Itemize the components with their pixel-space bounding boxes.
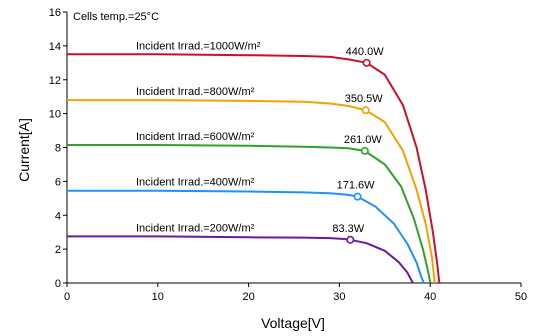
y-tick-label: 14 [49, 41, 61, 53]
y-tick-label: 0 [55, 278, 61, 290]
series-label-0: Incident Irrad.=1000W/m² [136, 40, 261, 52]
y-tick-label: 8 [55, 143, 61, 155]
y-tick-label: 2 [55, 244, 61, 256]
series-line-2 [67, 144, 432, 284]
series-label-2: Incident Irrad.=600W/m² [136, 131, 255, 143]
mpp-marker-0 [362, 58, 371, 67]
power-label-3: 171.6W [337, 180, 376, 192]
x-tick-label: 40 [424, 291, 436, 303]
mpp-marker-1 [361, 106, 370, 115]
axes: 0 10 20 30 40 50 0 2 4 6 8 10 12 14 16 [49, 7, 527, 303]
series-line-0 [67, 53, 441, 284]
y-tick-label: 4 [55, 210, 61, 222]
x-tick-label: 50 [515, 291, 527, 303]
mpp-marker-4 [346, 235, 355, 244]
power-label-0: 440.0W [346, 46, 385, 58]
cell-temperature-annotation: Cells temp.=25°C [73, 11, 159, 23]
power-label-2: 261.0W [344, 134, 383, 146]
y-axis-title: Current[A] [16, 118, 32, 182]
x-tick-label: 0 [64, 291, 70, 303]
x-axis-title: Voltage[V] [261, 315, 325, 331]
series-label-4: Incident Irrad.=200W/m² [136, 222, 255, 234]
power-label-4: 83.3W [332, 223, 364, 235]
x-tick-label: 30 [333, 291, 345, 303]
mpp-marker-3 [353, 192, 362, 201]
series-layer: 440.0W Incident Irrad.=1000W/m² 350.5W Inci… [67, 40, 441, 284]
y-tick-label: 12 [49, 75, 61, 87]
power-label-1: 350.5W [345, 93, 384, 105]
x-tick-label: 20 [242, 291, 254, 303]
mpp-marker-2 [360, 146, 369, 155]
y-tick-label: 16 [49, 7, 61, 19]
series-label-1: Incident Irrad.=800W/m² [136, 86, 255, 98]
x-tick-label: 10 [152, 291, 164, 303]
y-tick-label: 6 [55, 176, 61, 188]
series-label-3: Incident Irrad.=400W/m² [136, 177, 255, 189]
y-tick-label: 10 [49, 109, 61, 121]
series-line-4 [67, 235, 414, 284]
